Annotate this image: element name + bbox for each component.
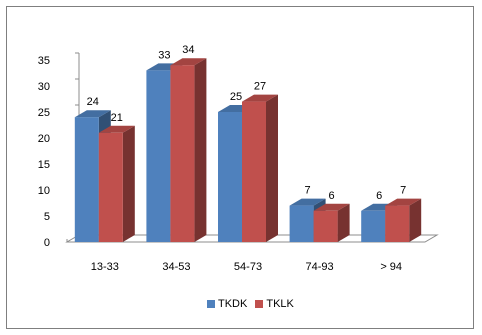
data-label-tkdk: 33 — [158, 49, 170, 61]
bar-tklk — [98, 132, 123, 242]
bar-tklk — [242, 101, 266, 242]
data-label-tkdk: 7 — [305, 185, 311, 197]
bar-tklk — [170, 65, 195, 242]
x-tick-label: 74-93 — [306, 261, 334, 273]
x-tick-label: 54-73 — [234, 261, 262, 273]
bar-tkdk — [146, 70, 171, 243]
x-tick-label: 13-33 — [91, 261, 119, 273]
y-tick-label: 10 — [38, 185, 50, 197]
y-tick-label: 15 — [38, 159, 50, 171]
bar-top-tklk — [242, 94, 278, 102]
bar-top-tklk — [170, 58, 207, 66]
bar-tkdk — [218, 112, 242, 242]
bar-side-tklk — [266, 94, 278, 242]
bar-top-tkdk — [289, 198, 326, 206]
bar-tkdk — [74, 117, 99, 242]
data-label-tkdk: 25 — [230, 91, 242, 103]
y-tick-label: 5 — [44, 211, 50, 223]
y-tick-label: 35 — [38, 55, 50, 67]
legend-swatch-tklk — [255, 300, 264, 308]
y-tick-label: 30 — [38, 81, 50, 93]
legend: TKDK TKLK — [207, 298, 302, 310]
legend-label-tklk: TKLK — [266, 298, 294, 310]
bar-tklk — [385, 205, 410, 242]
data-label-tkdk: 6 — [376, 190, 382, 202]
bar-top-tklk — [385, 198, 422, 206]
legend-item-tkdk: TKDK — [207, 298, 247, 310]
bar-side-tklk — [409, 198, 422, 242]
data-label-tklk: 6 — [329, 190, 335, 202]
legend-label-tkdk: TKDK — [218, 298, 248, 310]
bar-tkdk — [361, 210, 386, 242]
data-label-tklk: 34 — [182, 44, 194, 56]
legend-swatch-tkdk — [207, 300, 215, 308]
bar-top-tklk — [313, 203, 350, 211]
bar-tkdk — [289, 205, 314, 242]
bar-side-tklk — [194, 58, 207, 243]
x-tick-label: > 94 — [380, 261, 402, 273]
data-label-tkdk: 24 — [87, 96, 99, 108]
bar-top-tkdk — [74, 110, 111, 118]
y-tick-label: 20 — [38, 133, 50, 145]
bar-top-tklk — [98, 125, 135, 133]
data-label-tklk: 21 — [111, 112, 123, 124]
x-tick-label: 34-53 — [162, 261, 190, 273]
data-label-tklk: 7 — [400, 185, 406, 197]
legend-item-tklk: TKLK — [255, 298, 294, 310]
bar-tklk — [313, 210, 338, 242]
bar-side-tklk — [337, 203, 350, 242]
y-tick-label: 0 — [44, 237, 50, 249]
y-tick-label: 25 — [38, 107, 50, 119]
bar-side-tklk — [122, 125, 135, 242]
data-label-tklk: 27 — [254, 81, 266, 93]
